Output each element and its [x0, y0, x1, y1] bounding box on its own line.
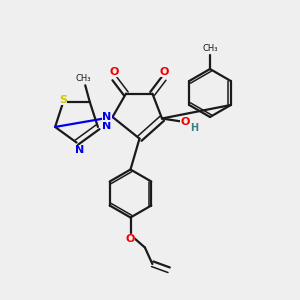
- Text: O: O: [180, 117, 190, 127]
- Text: O: O: [160, 67, 169, 77]
- Text: N: N: [102, 122, 111, 131]
- Text: O: O: [109, 67, 119, 77]
- Text: H: H: [190, 123, 198, 133]
- Text: CH₃: CH₃: [75, 74, 91, 83]
- Text: O: O: [126, 233, 135, 244]
- Text: S: S: [59, 95, 67, 105]
- Text: N: N: [75, 145, 84, 155]
- Text: N: N: [103, 112, 112, 122]
- Text: CH₃: CH₃: [202, 44, 218, 53]
